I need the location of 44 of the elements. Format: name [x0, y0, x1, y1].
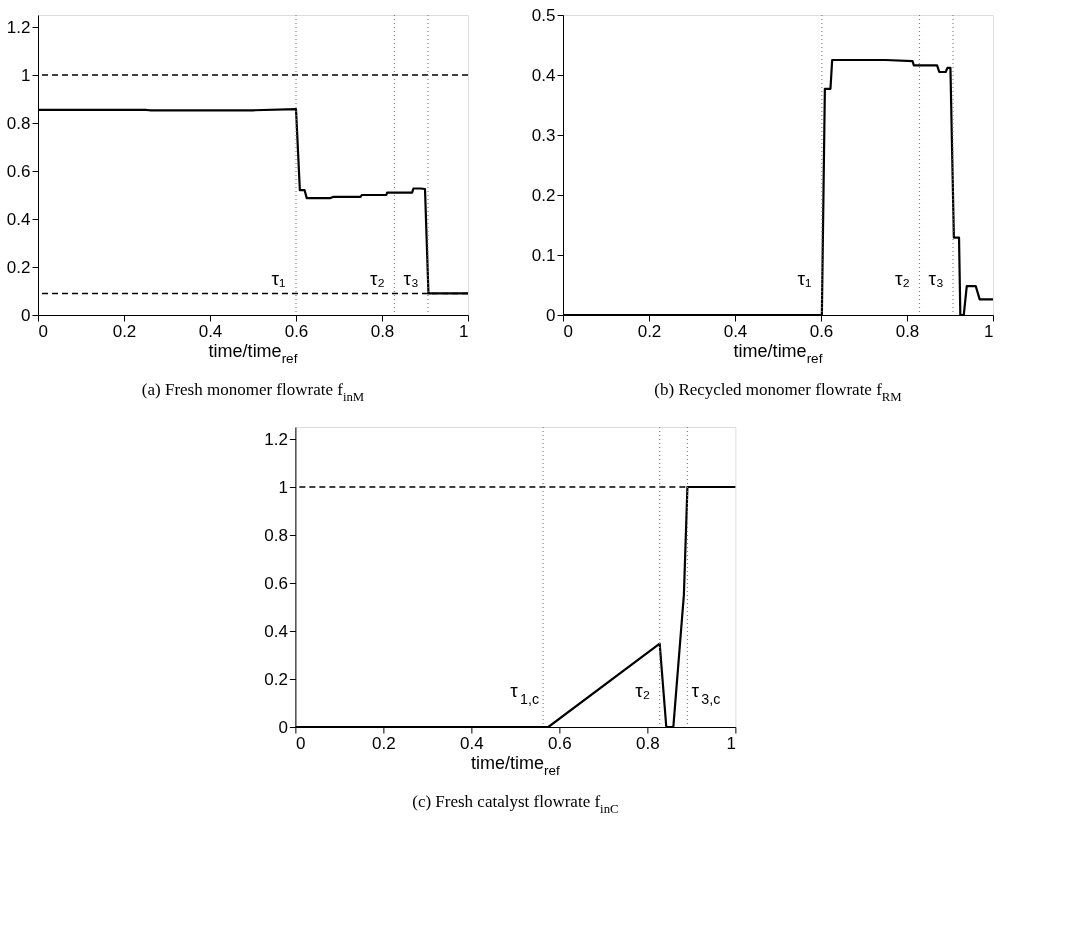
x-tick-label: 0.8: [636, 733, 660, 753]
ref-line-label: τ₂: [635, 680, 651, 701]
x-tick-label: 0.6: [809, 321, 834, 341]
y-tick-label: 0.6: [264, 573, 288, 593]
x-tick-label: 1: [726, 733, 736, 753]
x-tick-label: 0.4: [198, 321, 223, 341]
x-tick-label: 0.4: [460, 733, 484, 753]
ref-line-label: τ₂: [895, 268, 910, 289]
x-tick-label: 1: [984, 321, 994, 341]
y-tick-label: 0.4: [264, 621, 288, 641]
y-tick-label: 0.4: [531, 65, 556, 85]
y-tick-label: 1.2: [6, 17, 31, 37]
y-tick-label: 0.2: [264, 669, 288, 689]
y-tick-label: 1: [278, 477, 288, 497]
x-tick-label: 0.2: [372, 733, 396, 753]
ref-line-label: τ₃: [928, 268, 944, 289]
y-tick-label: 0.2: [6, 257, 31, 277]
y-tick-label: 0: [278, 717, 288, 737]
y-tick-label: 0.4: [6, 209, 31, 229]
x-tick-label: 0.6: [548, 733, 572, 753]
y-tick-label: 0.8: [6, 113, 31, 133]
y-tick-label: 0.2: [531, 185, 556, 205]
x-tick-label: 0.8: [370, 321, 395, 341]
y-tick-label: 1.2: [264, 429, 288, 449]
y-tick-label: 0: [21, 305, 31, 325]
y-tick-label: 0.8: [264, 525, 288, 545]
x-tick-label: 0: [295, 733, 306, 753]
x-tick-label: 0: [563, 321, 573, 341]
x-tick-label: 0.4: [723, 321, 748, 341]
x-tick-label: 0.8: [895, 321, 920, 341]
y-tick-label: 0.5: [531, 5, 556, 25]
y-tick-label: 0.3: [531, 125, 556, 145]
y-tick-label: 1: [21, 65, 31, 85]
x-tick-label: 0.2: [112, 321, 137, 341]
x-tick-label: 1: [459, 321, 469, 341]
ref-line-label: τ₁: [797, 268, 812, 289]
y-tick-label: 0.6: [6, 161, 31, 181]
ref-line-label: τ₃: [403, 268, 419, 289]
ref-line-label: τ₁: [271, 268, 286, 289]
x-tick-label: 0: [38, 321, 48, 341]
y-tick-label: 0: [546, 305, 556, 325]
y-tick-label: 0.1: [531, 245, 556, 265]
x-tick-label: 0.2: [637, 321, 662, 341]
ref-line-label: τ₂: [370, 268, 385, 289]
